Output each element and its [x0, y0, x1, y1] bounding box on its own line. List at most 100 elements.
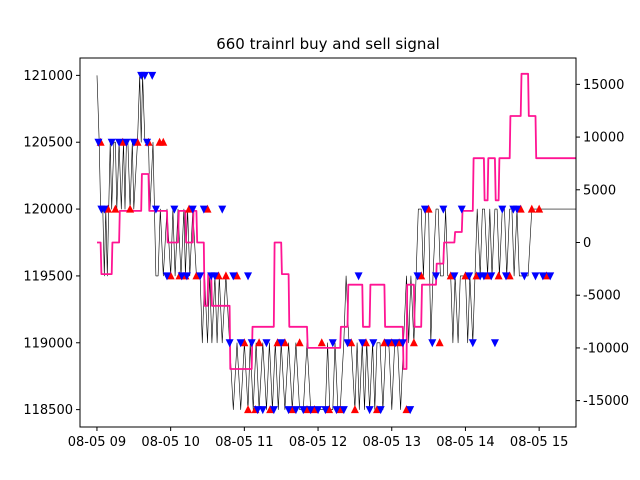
buy-marker [409, 338, 418, 347]
sell-marker [143, 138, 152, 147]
sell-marker [398, 339, 407, 348]
y-left-tick-label: 120500 [23, 136, 73, 151]
sell-marker [284, 406, 293, 415]
buy-marker [505, 271, 514, 280]
buy-marker [516, 204, 525, 213]
sell-marker [538, 272, 547, 281]
sell-marker [269, 406, 278, 415]
sell-marker [177, 272, 186, 281]
buy-marker [266, 405, 275, 414]
sell-marker [199, 205, 208, 214]
buy-marker [310, 405, 319, 414]
x-tick-label: 08-05 12 [289, 435, 347, 450]
x-tick-label: 08-05 11 [215, 435, 273, 450]
sell-marker [306, 406, 315, 415]
y-right-tick-label: 10000 [583, 131, 624, 146]
x-tick-label: 08-05 15 [510, 435, 568, 450]
buy-marker [273, 338, 282, 347]
buy-marker [317, 338, 326, 347]
buy-marker [133, 137, 142, 146]
sell-marker [299, 406, 308, 415]
sell-marker [339, 406, 348, 415]
y-right-tick-label: 0 [583, 236, 591, 251]
buy-marker [350, 405, 359, 414]
sell-marker [498, 205, 507, 214]
buy-marker [203, 204, 212, 213]
sell-marker [450, 272, 459, 281]
buy-marker [104, 204, 113, 213]
sell-marker [210, 272, 219, 281]
sell-marker [140, 71, 149, 80]
y-left-tick-label: 119000 [23, 336, 73, 351]
buy-marker [288, 405, 297, 414]
sell-marker [384, 339, 393, 348]
buy-marker [244, 405, 253, 414]
buy-marker [542, 271, 551, 280]
sell-marker [487, 272, 496, 281]
sell-marker [439, 205, 448, 214]
sell-marker [513, 205, 522, 214]
sell-marker [321, 406, 330, 415]
sell-marker [244, 272, 253, 281]
buy-marker [221, 271, 230, 280]
sell-marker [291, 406, 300, 415]
sell-marker [376, 406, 385, 415]
y-right-tick-label: 5000 [583, 183, 616, 198]
y-left-tick-label: 119500 [23, 269, 73, 284]
buy-marker [240, 338, 249, 347]
sell-marker [343, 339, 352, 348]
buy-marker [185, 204, 194, 213]
buy-marker [280, 338, 289, 347]
buy-marker [361, 338, 370, 347]
sell-marker [162, 272, 171, 281]
sell-marker [490, 339, 499, 348]
buy-marker [302, 405, 311, 414]
x-tick-label: 08-05 10 [141, 435, 199, 450]
buy-marker [472, 271, 481, 280]
buy-marker [295, 338, 304, 347]
sell-marker [107, 138, 116, 147]
sell-marker [262, 339, 271, 348]
sell-marker [354, 272, 363, 281]
y-right-tick-label: 15000 [583, 78, 624, 93]
sell-marker [225, 339, 234, 348]
sell-marker [196, 272, 205, 281]
axes: 118500 119000 119500 120000 120500 121000 -150… [23, 69, 629, 450]
sell-marker [406, 406, 415, 415]
buy-marker [166, 271, 175, 280]
sell-marker [531, 272, 540, 281]
buy-marker [483, 271, 492, 280]
sell-marker [428, 339, 437, 348]
buy-marker [446, 271, 455, 280]
buy-marker [424, 204, 433, 213]
buy-marker [336, 405, 345, 414]
sell-marker [100, 205, 109, 214]
buy-marker [461, 271, 470, 280]
sell-marker [358, 339, 367, 348]
y-left-tick-label: 120000 [23, 203, 73, 218]
chart-title: 660 trainrl buy and sell signal [216, 35, 440, 53]
sell-marker [457, 205, 466, 214]
buy-marker [347, 338, 356, 347]
buy-marker [535, 204, 544, 213]
buy-marker [395, 338, 404, 347]
sell-marker [218, 205, 227, 214]
sell-marker [468, 339, 477, 348]
sell-marker [258, 406, 267, 415]
y-left-tick-label: 118500 [23, 403, 73, 418]
buy-marker [111, 204, 120, 213]
buy-marker [325, 405, 334, 414]
sell-marker [151, 205, 160, 214]
sell-marker [479, 272, 488, 281]
sell-marker [129, 138, 138, 147]
sell-marker [465, 272, 474, 281]
sell-marker [277, 339, 286, 348]
sell-marker [431, 272, 440, 281]
sell-marker [501, 272, 510, 281]
sell-marker [148, 71, 157, 80]
buy-marker [435, 338, 444, 347]
sell-marker [420, 205, 429, 214]
y-right-tick-label: -5000 [583, 289, 621, 304]
plot-area [94, 71, 576, 415]
